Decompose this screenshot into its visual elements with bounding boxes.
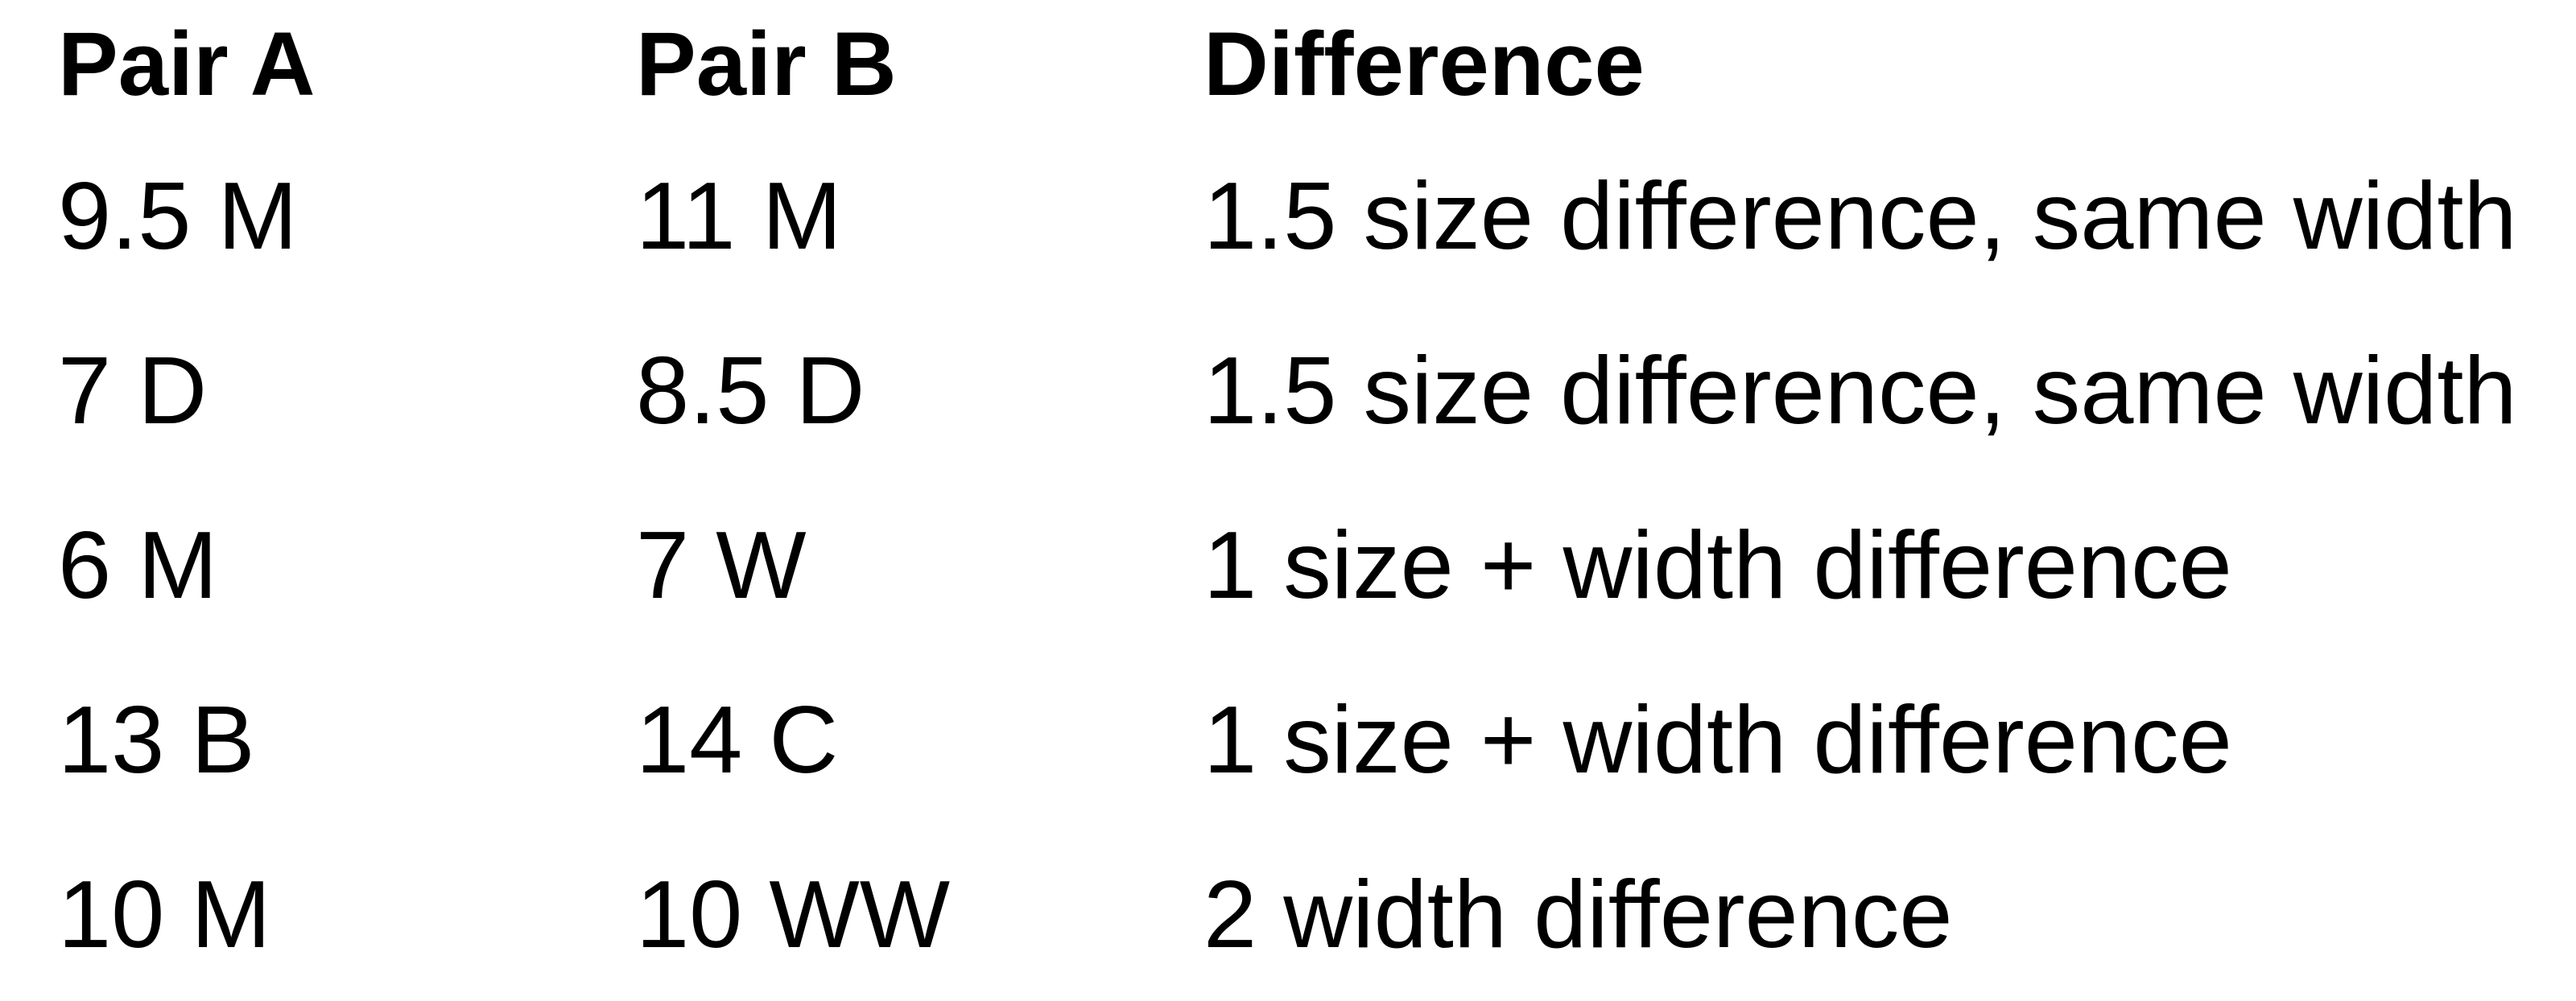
cell-difference: 1 size + width difference (1203, 686, 2232, 793)
column-header-pair-b: Pair B (636, 14, 897, 114)
column-header-pair-a: Pair A (58, 14, 316, 114)
table-row: 9.5 M 11 M 1.5 size difference, same wid… (58, 129, 2576, 303)
cell-pair-b: 10 WW (636, 861, 951, 968)
cell-pair-a: 13 B (58, 686, 255, 793)
cell-pair-b: 11 M (636, 163, 842, 270)
column-header-difference: Difference (1203, 14, 1645, 114)
cell-pair-a: 7 D (58, 337, 208, 444)
cell-difference: 1 size + width difference (1203, 512, 2232, 619)
cell-difference: 2 width difference (1203, 861, 1953, 968)
table-row: 10 M 10 WW 2 width difference (58, 827, 2576, 1001)
cell-pair-b: 8.5 D (636, 337, 865, 444)
cell-pair-a: 6 M (58, 512, 218, 619)
table-row: 13 B 14 C 1 size + width difference (58, 653, 2576, 827)
cell-pair-b: 7 W (636, 512, 807, 619)
table-row: 7 D 8.5 D 1.5 size difference, same widt… (58, 303, 2576, 478)
cell-pair-a: 10 M (58, 861, 271, 968)
table-header-row: Pair A Pair B Difference (58, 0, 2576, 129)
cell-difference: 1.5 size difference, same width (1203, 163, 2517, 270)
cell-pair-b: 14 C (636, 686, 839, 793)
cell-pair-a: 9.5 M (58, 163, 298, 270)
cell-difference: 1.5 size difference, same width (1203, 337, 2517, 444)
table-row: 6 M 7 W 1 size + width difference (58, 478, 2576, 653)
